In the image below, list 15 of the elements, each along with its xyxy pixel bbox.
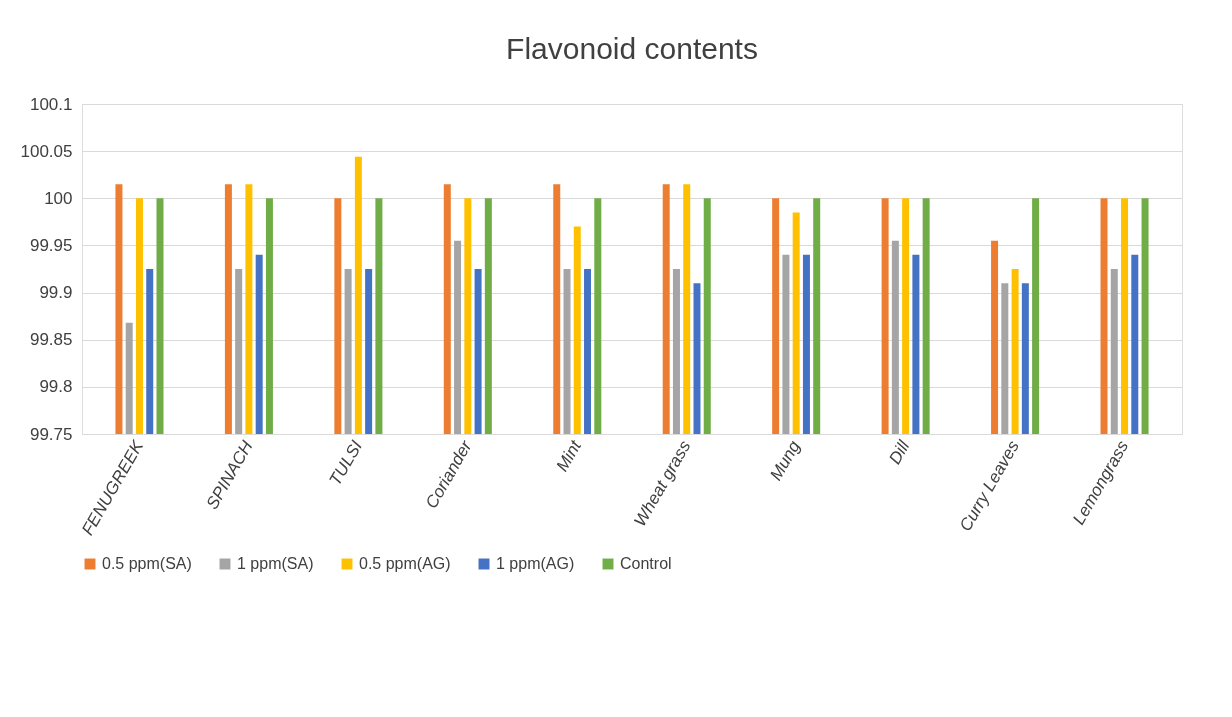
- y-tick-label: 100: [44, 188, 73, 208]
- y-tick-label: 100.05: [20, 141, 73, 161]
- y-tick-label: 99.9: [39, 283, 73, 303]
- y-tick-label: 99.8: [39, 377, 73, 397]
- legend-label: 1 ppm(AG): [496, 555, 575, 572]
- legend-label: Control: [620, 555, 672, 572]
- y-tick-label: 99.75: [29, 424, 73, 444]
- y-tick-label: 99.95: [29, 235, 73, 255]
- y-tick-label: 99.85: [29, 330, 73, 350]
- legend-label: 1 ppm(SA): [237, 555, 314, 572]
- legend-label: 0.5 ppm(SA): [102, 555, 192, 572]
- x-tick-label: Dill: [885, 436, 915, 468]
- legend-label: 0.5 ppm(AG): [359, 555, 451, 572]
- y-tick-label: 100.1: [29, 94, 73, 114]
- chart-title: Flavonoid contents: [506, 32, 758, 65]
